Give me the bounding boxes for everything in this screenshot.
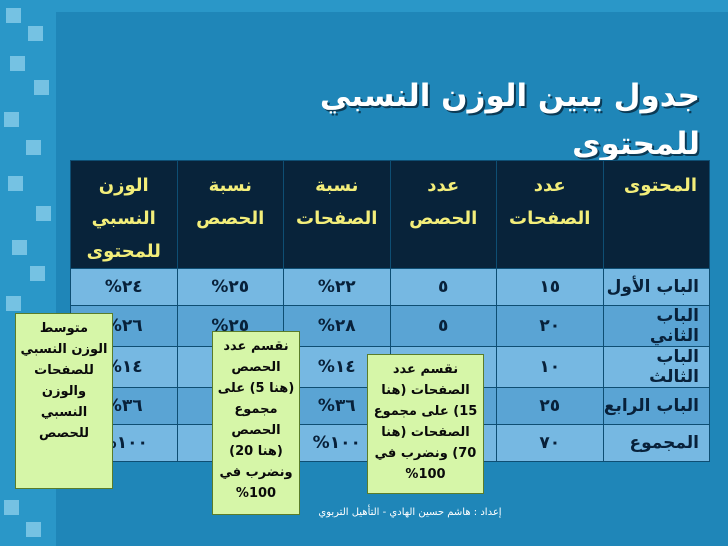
weight-explanation-note: متوسط الوزن النسبي للصفحات والوزن النسبي… (15, 313, 113, 489)
header-content: المحتوى (602, 160, 710, 269)
decor-square (12, 240, 27, 255)
pages-ratio-note: نقسم عدد الصفحات (هنا 15) على مجموع الصف… (367, 354, 484, 494)
pages-cell: ٧٠ (496, 424, 604, 462)
decor-square (4, 500, 19, 515)
decor-square (34, 80, 49, 95)
row-label: الباب الثالث (602, 346, 710, 388)
pages-cell: ٢٠ (496, 305, 604, 347)
row-label: المجموع (602, 424, 710, 462)
decor-square (26, 522, 41, 537)
decor-square (8, 176, 23, 191)
decor-square (4, 112, 19, 127)
decor-square (6, 296, 21, 311)
row-label: الباب الرابع (602, 387, 710, 425)
header-lessons-count: عدد الحصص (389, 160, 497, 269)
lessons-cell: ٥ (389, 268, 497, 306)
header-lessons-ratio: نسبة الحصص (176, 160, 284, 269)
slide-title: جدول يبين الوزن النسبي للمحتوى (319, 78, 700, 162)
row-label: الباب الثاني (602, 305, 710, 347)
header-relative-weight: الوزن النسبي للمحتوى (70, 160, 178, 269)
decor-square (28, 26, 43, 41)
pages-cell: ١٥ (496, 268, 604, 306)
decor-square (10, 56, 25, 71)
decor-square (36, 206, 51, 221)
lessons-ratio-cell: ٢٥% (176, 268, 284, 306)
pages-cell: ١٠ (496, 346, 604, 388)
pages-cell: ٢٥ (496, 387, 604, 425)
top-band (56, 0, 728, 12)
table-row: الباب الثاني ٢٠ ٥ ٢٨% ٢٥% ٢٦% (70, 305, 710, 347)
lessons-ratio-note: نقسم عدد الحصص (هنا 5) على مجموع الحصص (… (212, 331, 300, 515)
header-pages-count: عدد الصفحات (496, 160, 604, 269)
decor-square (6, 8, 21, 23)
lessons-cell: ٥ (389, 305, 497, 347)
table-header-row: المحتوى عدد الصفحات عدد الحصص نسبة الصفح… (70, 160, 710, 269)
row-label: الباب الأول (602, 268, 710, 306)
table-row: الباب الأول ١٥ ٥ ٢٢% ٢٥% ٢٤% (70, 268, 710, 306)
decor-square (30, 266, 45, 281)
header-pages-ratio: نسبة الصفحات (283, 160, 391, 269)
weight-cell: ٢٤% (70, 268, 178, 306)
pages-ratio-cell: ٢٢% (283, 268, 391, 306)
decor-square (26, 140, 41, 155)
footer-credit: إعداد : هاشم حسين الهادي - التأهيل الترب… (318, 507, 502, 518)
